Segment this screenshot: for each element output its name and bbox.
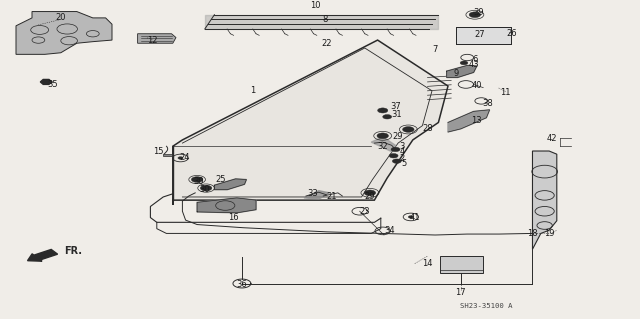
Circle shape — [178, 157, 183, 159]
Text: 30: 30 — [193, 177, 204, 186]
Circle shape — [378, 108, 388, 113]
Text: 23: 23 — [360, 207, 370, 216]
Text: 13: 13 — [472, 116, 482, 125]
Text: 41: 41 — [410, 213, 420, 222]
Circle shape — [392, 159, 401, 163]
Circle shape — [460, 61, 468, 65]
Polygon shape — [40, 79, 52, 85]
Circle shape — [403, 127, 414, 132]
Polygon shape — [138, 34, 176, 43]
Text: 43: 43 — [468, 60, 479, 69]
Circle shape — [364, 190, 376, 196]
Polygon shape — [371, 137, 396, 152]
Polygon shape — [532, 151, 557, 249]
Text: 22: 22 — [321, 39, 332, 48]
Polygon shape — [173, 40, 448, 205]
FancyArrow shape — [28, 249, 58, 261]
Text: 33: 33 — [307, 189, 317, 198]
Circle shape — [200, 185, 212, 191]
Text: 40: 40 — [472, 81, 482, 90]
Text: 36: 36 — [237, 280, 247, 289]
Text: 3: 3 — [399, 142, 404, 151]
Text: 2: 2 — [399, 154, 404, 163]
Text: 32: 32 — [378, 142, 388, 151]
Circle shape — [389, 153, 398, 158]
Text: 5: 5 — [402, 159, 407, 168]
Text: 28: 28 — [422, 124, 433, 133]
Text: 37: 37 — [390, 102, 401, 111]
Bar — [163, 153, 172, 156]
Circle shape — [377, 133, 388, 139]
Text: 35: 35 — [47, 80, 58, 89]
Text: 15: 15 — [154, 146, 164, 156]
Text: 34: 34 — [384, 226, 394, 235]
Text: 6: 6 — [472, 55, 477, 63]
Text: 38: 38 — [483, 99, 493, 108]
Text: 24: 24 — [179, 153, 189, 162]
Polygon shape — [448, 110, 490, 132]
Text: 7: 7 — [433, 45, 438, 54]
Text: 14: 14 — [422, 259, 433, 268]
Text: 16: 16 — [228, 213, 239, 222]
Polygon shape — [16, 11, 112, 54]
Bar — [440, 256, 483, 273]
Circle shape — [391, 147, 400, 152]
Text: 20: 20 — [56, 13, 66, 22]
Text: 19: 19 — [544, 229, 554, 238]
Text: 25: 25 — [216, 175, 226, 184]
Polygon shape — [197, 198, 256, 213]
Text: 11: 11 — [500, 88, 511, 97]
Text: 29: 29 — [393, 132, 403, 141]
Text: 1: 1 — [250, 86, 255, 95]
Text: 26: 26 — [507, 29, 517, 38]
Text: 31: 31 — [392, 110, 402, 119]
Text: 10: 10 — [310, 1, 321, 10]
Text: 17: 17 — [456, 287, 466, 297]
Text: 42: 42 — [547, 134, 557, 143]
Text: 21: 21 — [326, 192, 337, 202]
Text: 27: 27 — [475, 30, 485, 39]
Text: 29: 29 — [365, 191, 375, 201]
Circle shape — [408, 216, 413, 218]
Text: SH23-35100 A: SH23-35100 A — [460, 303, 512, 309]
Polygon shape — [304, 191, 330, 199]
Text: 39: 39 — [474, 8, 484, 17]
Circle shape — [469, 12, 481, 18]
Text: 9: 9 — [453, 69, 458, 78]
Text: 30: 30 — [200, 185, 210, 194]
Polygon shape — [447, 65, 477, 78]
Circle shape — [191, 177, 203, 182]
Text: 18: 18 — [527, 229, 538, 238]
Text: 12: 12 — [147, 36, 157, 45]
Text: 8: 8 — [323, 15, 328, 24]
Bar — [456, 27, 511, 44]
Text: FR.: FR. — [64, 246, 82, 256]
Polygon shape — [214, 179, 246, 190]
Circle shape — [383, 115, 392, 119]
Text: 4: 4 — [399, 147, 404, 156]
